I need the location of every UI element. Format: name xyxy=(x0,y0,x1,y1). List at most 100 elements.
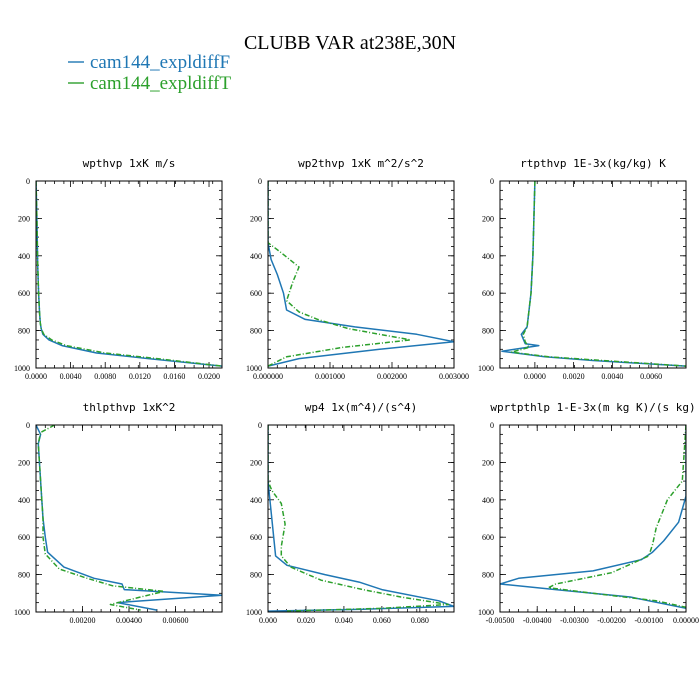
y-tick-label: 600 xyxy=(18,289,30,298)
x-tick-label: 0.003000 xyxy=(439,372,469,381)
legend: cam144_expldiffF cam144_expldiffT xyxy=(68,52,231,94)
y-tick-label: 0 xyxy=(490,177,494,186)
panel-5: wp4 1x(m^4)/(s^4) 0.000 0.020 0.040 0.060 0.0… xyxy=(246,401,455,625)
series-line-2 xyxy=(268,181,412,367)
y-tick-label: 400 xyxy=(18,252,30,261)
panel-4: thlpthvp 1xK^2 0.00200 0.00400 0.00600 0 200 4… xyxy=(14,401,223,625)
x-tick-label: 0.002000 xyxy=(377,372,407,381)
series-line-2 xyxy=(547,425,686,609)
panels: wpthvp 1xK m/s0.0000 0.0040 0.0080 0.0120 0.… xyxy=(14,157,699,625)
series-line-1 xyxy=(501,181,686,367)
series-line-1 xyxy=(36,425,222,611)
y-tick-label: 400 xyxy=(482,252,494,261)
x-tick-label: 0.0000 xyxy=(25,372,47,381)
y-tick-label: 200 xyxy=(18,214,30,223)
series-line-1 xyxy=(268,181,454,367)
x-tick-label: 0.0000 xyxy=(524,372,546,381)
x-tick-label: 0.000000 xyxy=(253,372,283,381)
x-tick-label: -0.00500 xyxy=(486,616,515,625)
legend-label-series-1: cam144_expldiffF xyxy=(90,52,230,73)
y-tick-label: 800 xyxy=(250,327,262,336)
x-tick-label: 0.0060 xyxy=(640,372,662,381)
series-line-2 xyxy=(510,181,686,367)
panel-title: wpthvp 1xK m/s xyxy=(83,157,176,170)
x-tick-label: 0.00200 xyxy=(70,616,96,625)
x-tick-label: 0.001000 xyxy=(315,372,345,381)
x-tick-label: -0.00200 xyxy=(597,616,626,625)
y-tick-label: 200 xyxy=(482,214,494,223)
y-tick-label: 800 xyxy=(18,571,30,580)
y-tick-label: 400 xyxy=(250,496,262,505)
y-tick-label: 600 xyxy=(482,533,494,542)
x-tick-label: -0.00300 xyxy=(560,616,589,625)
x-tick-label: 0.0020 xyxy=(563,372,585,381)
y-tick-label: 800 xyxy=(250,571,262,580)
series-line-1 xyxy=(36,181,222,367)
x-tick-label: 0.00600 xyxy=(163,616,189,625)
x-tick-label: -0.00400 xyxy=(523,616,552,625)
series-line-2 xyxy=(268,425,450,612)
minor-ticks xyxy=(499,180,687,369)
panel-title: wp4 1x(m^4)/(s^4) xyxy=(305,401,418,414)
y-tick-label: 600 xyxy=(18,533,30,542)
y-tick-label: 1000 xyxy=(14,364,30,373)
y-tick-label: 1000 xyxy=(14,608,30,617)
y-tick-label: 400 xyxy=(482,496,494,505)
x-tick-label: 0.0040 xyxy=(60,372,82,381)
panel-6: wprtpthlp 1-E-3x(m kg K)/(s kg)-0.00500-… xyxy=(478,401,699,625)
minor-ticks xyxy=(35,180,223,369)
panel-title: wp2thvp 1xK m^2/s^2 xyxy=(298,157,424,170)
y-tick-label: 0 xyxy=(26,177,30,186)
x-tick-label: 0.0200 xyxy=(198,372,220,381)
y-tick-label: 0 xyxy=(258,177,262,186)
x-tick-label: 0.040 xyxy=(335,616,353,625)
panel-3: rtpthvp 1E-3x(kg/kg) K 0.0000 0.0020 0.0040… xyxy=(478,157,687,381)
y-tick-label: 600 xyxy=(250,533,262,542)
series-line-1 xyxy=(268,425,454,612)
y-tick-label: 1000 xyxy=(246,608,262,617)
y-tick-label: 0 xyxy=(490,421,494,430)
y-tick-label: 1000 xyxy=(478,364,494,373)
panel-title: thlpthvp 1xK^2 xyxy=(83,401,176,414)
minor-ticks xyxy=(267,424,455,613)
panel-title: wprtpthlp 1-E-3x(m kg K)/(s kg) xyxy=(490,401,695,414)
y-tick-label: 200 xyxy=(250,458,262,467)
minor-ticks xyxy=(35,424,223,613)
y-tick-label: 400 xyxy=(250,252,262,261)
y-tick-label: 600 xyxy=(250,289,262,298)
plot-frame xyxy=(499,424,687,613)
y-tick-label: 1000 xyxy=(246,364,262,373)
x-tick-label: 0.0160 xyxy=(163,372,185,381)
x-tick-label: 0.020 xyxy=(297,616,315,625)
y-tick-label: 800 xyxy=(482,571,494,580)
plot-frame xyxy=(35,424,223,613)
series-line-2 xyxy=(36,181,222,367)
plot-frame xyxy=(267,424,455,613)
y-tick-label: 1000 xyxy=(478,608,494,617)
y-tick-label: 200 xyxy=(18,458,30,467)
y-tick-label: 800 xyxy=(18,327,30,336)
x-tick-label: 0.00000 xyxy=(673,616,699,625)
y-tick-label: 200 xyxy=(250,214,262,223)
minor-ticks xyxy=(499,424,687,613)
x-tick-label: 0.080 xyxy=(411,616,429,625)
figure-title: CLUBB VAR at238E,30N xyxy=(244,32,456,54)
series-line-2 xyxy=(37,425,165,611)
y-tick-label: 400 xyxy=(18,496,30,505)
y-tick-label: 200 xyxy=(482,458,494,467)
x-tick-label: 0.0040 xyxy=(601,372,623,381)
x-tick-label: 0.000 xyxy=(259,616,277,625)
plot-frame xyxy=(35,180,223,369)
plot-frame xyxy=(499,180,687,369)
y-tick-label: 600 xyxy=(482,289,494,298)
plot-frame xyxy=(267,180,455,369)
legend-label-series-2: cam144_expldiffT xyxy=(90,73,231,94)
y-tick-label: 0 xyxy=(26,421,30,430)
series-line-1 xyxy=(500,425,686,610)
y-tick-label: 800 xyxy=(482,327,494,336)
x-tick-label: 0.00400 xyxy=(116,616,142,625)
x-tick-label: -0.00100 xyxy=(634,616,663,625)
minor-ticks xyxy=(267,180,455,369)
x-tick-label: 0.0120 xyxy=(129,372,151,381)
